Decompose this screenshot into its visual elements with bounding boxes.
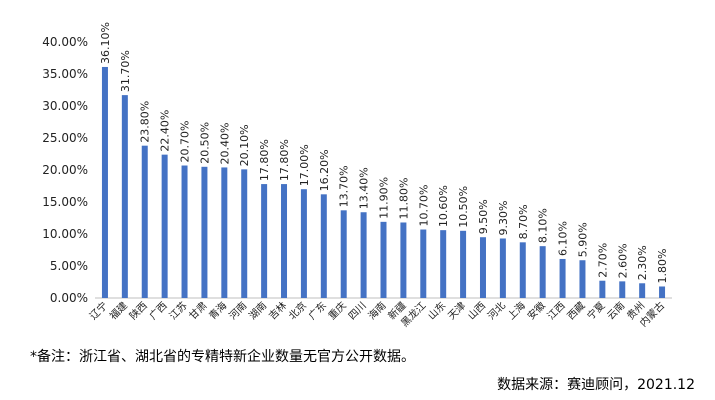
bar — [320, 194, 327, 298]
data-label: 20.40% — [218, 122, 231, 164]
y-tick-label: 0.00% — [50, 291, 88, 305]
bar — [221, 167, 228, 298]
bar — [121, 95, 128, 299]
x-tick-label: 山东 — [425, 299, 448, 322]
x-tick-label: 重庆 — [325, 299, 348, 322]
bar — [440, 230, 447, 298]
bar — [460, 230, 467, 298]
bar — [101, 66, 108, 299]
data-label: 1.80% — [656, 249, 669, 284]
data-label: 23.80% — [139, 101, 152, 143]
bar — [161, 154, 168, 298]
y-tick-label: 30.00% — [42, 99, 88, 113]
data-label: 20.50% — [198, 122, 211, 164]
x-tick-label: 天津 — [446, 300, 469, 323]
data-source: 数据来源：赛迪顾问，2021.12 — [497, 377, 695, 393]
bar — [619, 281, 626, 298]
data-label: 9.30% — [497, 201, 510, 236]
bar — [281, 184, 288, 298]
x-tick-label: 安徽 — [524, 299, 547, 322]
y-tick-label: 5.00% — [50, 259, 88, 273]
data-label: 10.70% — [417, 185, 430, 227]
bar — [659, 286, 666, 298]
data-label: 17.80% — [278, 139, 291, 181]
data-label: 36.10% — [99, 22, 112, 64]
bar — [479, 237, 486, 298]
data-label: 2.60% — [616, 243, 629, 278]
bar — [380, 221, 387, 298]
bar — [340, 210, 347, 298]
x-tick-label: 甘肃 — [186, 299, 209, 322]
x-tick-label: 西藏 — [565, 300, 588, 323]
data-label: 17.00% — [298, 144, 311, 186]
bar — [499, 238, 506, 298]
x-tick-label: 河南 — [226, 299, 249, 322]
data-label: 13.40% — [358, 167, 371, 209]
x-tick-label: 吉林 — [266, 299, 289, 322]
bar — [300, 189, 307, 298]
x-tick-label: 湖南 — [246, 299, 269, 322]
x-tick-label: 青海 — [206, 299, 229, 322]
bar — [261, 184, 268, 298]
x-tick-label: 上海 — [505, 299, 528, 322]
x-tick-label: 福建 — [107, 299, 130, 322]
y-tick-label: 10.00% — [42, 227, 88, 241]
data-label: 11.80% — [397, 178, 410, 220]
x-tick-label: 山西 — [465, 300, 488, 323]
data-label: 11.90% — [378, 177, 391, 219]
x-tick-label: 四川 — [347, 300, 369, 322]
x-tick-label: 陕西 — [127, 299, 150, 322]
data-label: 10.60% — [437, 185, 450, 227]
bar — [141, 145, 148, 298]
bar — [519, 242, 526, 298]
y-tick-label: 20.00% — [42, 163, 88, 177]
data-label: 6.10% — [557, 221, 570, 256]
bar — [559, 258, 566, 298]
data-label: 9.50% — [477, 199, 490, 234]
x-tick-label: 江苏 — [166, 299, 189, 322]
footnote: *备注：浙江省、湖北省的专精特新企业数量无官方公开数据。 — [30, 349, 415, 365]
x-tick-label: 海南 — [365, 299, 388, 322]
y-tick-label: 35.00% — [42, 67, 88, 81]
bar — [400, 222, 407, 298]
bar — [420, 229, 427, 298]
bar — [201, 166, 208, 298]
y-tick-label: 25.00% — [42, 131, 88, 145]
x-tick-label: 北京 — [286, 299, 309, 322]
bar — [360, 212, 367, 298]
bar-chart: 0.00% 5.00% 10.00% 15.00% 20.00% 25.00% 30.00%… — [42, 22, 672, 329]
bar — [639, 283, 646, 298]
x-tick-label: 江西 — [545, 300, 568, 323]
data-label: 10.50% — [457, 186, 470, 228]
data-label: 2.70% — [596, 243, 609, 278]
bar — [181, 165, 188, 298]
bar — [539, 246, 546, 298]
data-label: 8.10% — [537, 208, 550, 243]
x-tick-label: 河北 — [485, 300, 508, 323]
x-tick-label: 辽宁 — [87, 299, 110, 322]
data-label: 17.80% — [258, 139, 271, 181]
data-label: 22.40% — [159, 110, 172, 152]
x-tick-label: 广东 — [306, 299, 329, 322]
data-label: 16.20% — [318, 149, 331, 191]
data-label: 5.90% — [576, 222, 589, 257]
data-label: 20.10% — [238, 124, 251, 166]
data-label: 20.70% — [179, 121, 192, 163]
data-label: 13.70% — [338, 165, 351, 207]
bar — [599, 280, 606, 298]
y-tick-label: 15.00% — [42, 195, 88, 209]
data-label: 2.30% — [636, 245, 649, 280]
y-tick-label: 40.00% — [42, 35, 88, 49]
x-tick-label: 宁夏 — [584, 299, 607, 322]
bar — [241, 169, 248, 298]
bar — [579, 260, 586, 298]
data-label: 8.70% — [517, 204, 530, 239]
data-label: 31.70% — [119, 50, 132, 92]
x-tick-label: 广西 — [147, 300, 170, 323]
x-tick-label: 云南 — [604, 299, 627, 322]
